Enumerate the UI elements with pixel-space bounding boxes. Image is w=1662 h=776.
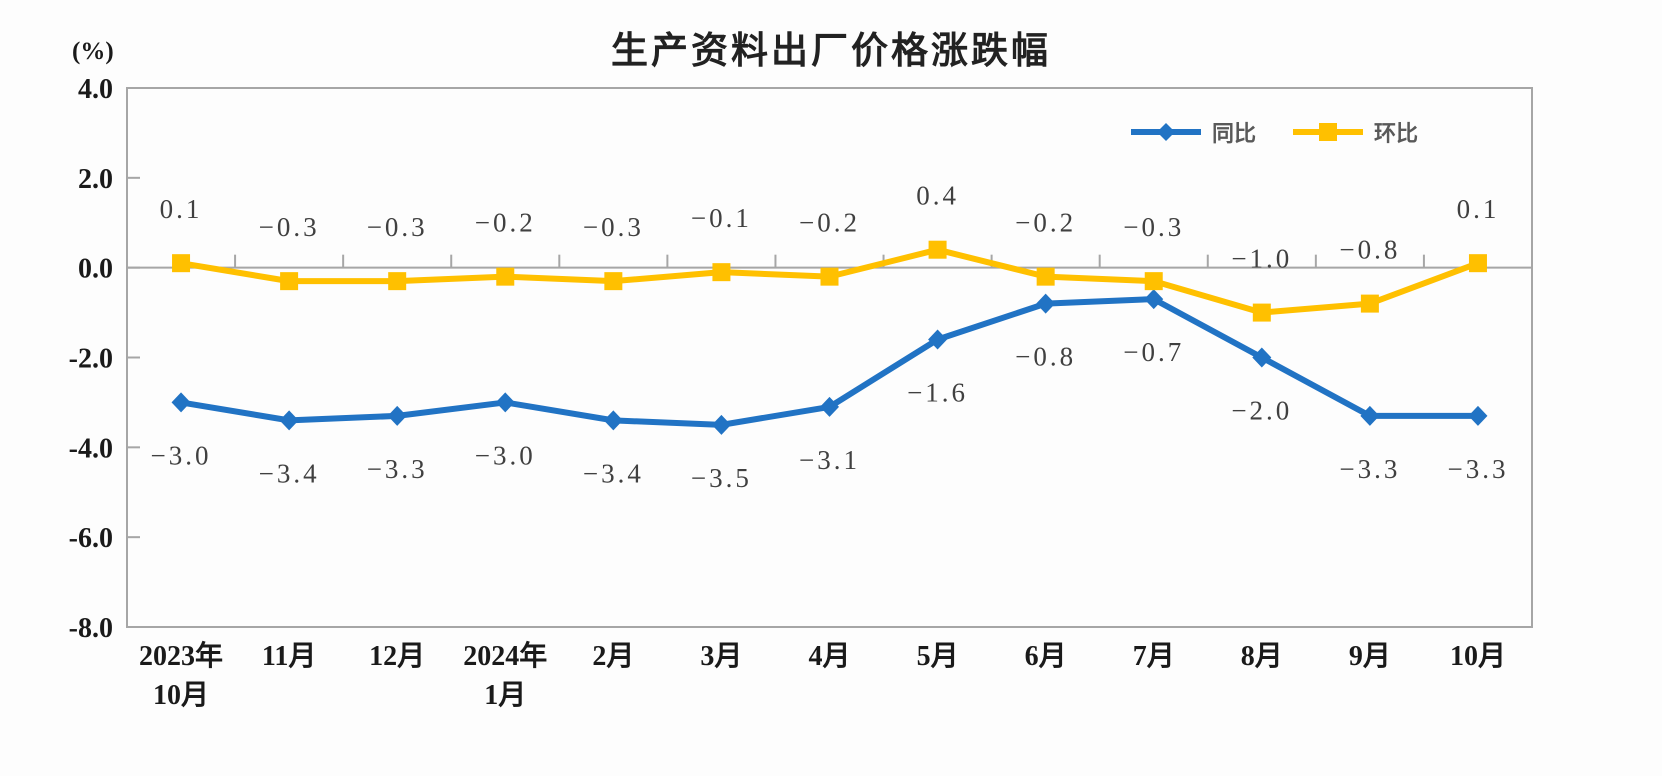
data-label: −0.3 — [1123, 212, 1184, 242]
data-label: 0.4 — [916, 181, 959, 211]
data-point-square — [172, 254, 191, 273]
data-label: −3.0 — [475, 440, 536, 470]
x-axis-label: 9月 — [1349, 641, 1391, 672]
legend-item-yoy: 同比 — [1128, 116, 1256, 148]
y-axis-label: 0.0 — [78, 254, 113, 285]
data-label: −3.5 — [691, 463, 752, 493]
data-label: −0.1 — [691, 203, 752, 233]
data-point-square — [604, 272, 623, 291]
data-point-diamond — [387, 405, 407, 426]
data-point-diamond — [603, 410, 623, 431]
data-label: −3.4 — [259, 458, 320, 488]
data-point-square — [1036, 267, 1055, 286]
legend-mom-label: 环比 — [1374, 121, 1419, 146]
data-point-diamond — [1036, 293, 1056, 314]
x-axis-label: 4月 — [808, 641, 850, 672]
y-axis-label: -4.0 — [69, 433, 113, 464]
data-point-diamond — [1252, 347, 1272, 368]
data-label: −1.0 — [1231, 244, 1292, 274]
data-label: −0.2 — [475, 208, 536, 238]
x-axis-label: 6月 — [1025, 641, 1067, 672]
data-label: −3.3 — [1339, 454, 1400, 484]
legend-yoy-label: 同比 — [1212, 121, 1257, 146]
data-point-square — [1468, 254, 1487, 273]
data-point-square — [1252, 303, 1271, 322]
x-axis-label: 7月 — [1133, 641, 1175, 672]
data-point-diamond — [1144, 289, 1164, 310]
data-label: −2.0 — [1231, 396, 1292, 426]
x-axis-label: 10月 — [1450, 641, 1506, 672]
data-point-diamond — [1360, 405, 1380, 426]
x-axis-label: 10月 — [153, 680, 209, 711]
y-axis-label: 2.0 — [78, 164, 113, 195]
data-label: −3.3 — [367, 454, 428, 484]
data-point-diamond — [171, 392, 191, 413]
data-label: −0.7 — [1123, 337, 1184, 367]
y-axis-label: -8.0 — [69, 613, 113, 644]
data-point-square — [280, 272, 299, 291]
data-point-square — [928, 240, 947, 259]
data-point-diamond — [1468, 405, 1488, 426]
data-point-diamond — [711, 414, 731, 435]
data-point-square — [712, 263, 731, 282]
y-axis-unit-label: (%) — [72, 38, 114, 65]
x-axis-label: 2024年 — [463, 639, 547, 672]
data-label: −0.2 — [1015, 208, 1076, 238]
x-axis-label: 2023年 — [139, 639, 223, 672]
data-label: −0.3 — [259, 212, 320, 242]
data-point-square — [820, 267, 839, 286]
y-axis-label: -6.0 — [69, 523, 113, 554]
data-point-diamond — [279, 410, 299, 431]
x-axis-label: 12月 — [369, 641, 425, 672]
legend-item-mom: 环比 — [1290, 116, 1418, 148]
data-point-square — [1360, 294, 1379, 313]
data-label: 0.1 — [160, 194, 203, 224]
chart-title: 生产资料出厂价格涨跌幅 — [611, 30, 1051, 71]
data-point-diamond — [820, 396, 839, 417]
data-label: −3.3 — [1447, 454, 1508, 484]
data-label: −0.8 — [1015, 342, 1076, 372]
data-label: −1.6 — [907, 378, 968, 408]
x-axis-label: 2月 — [592, 641, 634, 672]
data-label: −3.0 — [151, 440, 212, 470]
x-axis-label: 5月 — [917, 641, 959, 672]
data-label: −3.4 — [583, 458, 644, 488]
y-axis-label: -2.0 — [69, 344, 113, 375]
legend-yoy-line-icon — [1131, 123, 1201, 141]
data-point-diamond — [928, 329, 948, 350]
data-label: −3.1 — [799, 445, 860, 475]
data-label: −0.8 — [1339, 235, 1400, 265]
data-label: −0.3 — [367, 212, 428, 242]
x-axis-label: 11月 — [262, 641, 316, 672]
data-point-square — [388, 272, 407, 291]
plot-border — [126, 87, 1533, 628]
y-axis-label: 4.0 — [78, 74, 113, 105]
legend-mom-line-icon — [1293, 123, 1364, 141]
legend: 同比 环比 — [1128, 116, 1418, 148]
data-label: 0.1 — [1457, 194, 1500, 224]
x-axis-label: 1月 — [484, 680, 526, 711]
data-label: −0.3 — [583, 212, 644, 242]
data-label: −0.2 — [799, 208, 860, 238]
x-axis-label: 3月 — [700, 641, 742, 672]
x-axis-label: 8月 — [1241, 641, 1283, 672]
data-point-diamond — [495, 392, 515, 413]
data-point-square — [496, 267, 515, 286]
data-point-square — [1144, 272, 1163, 291]
